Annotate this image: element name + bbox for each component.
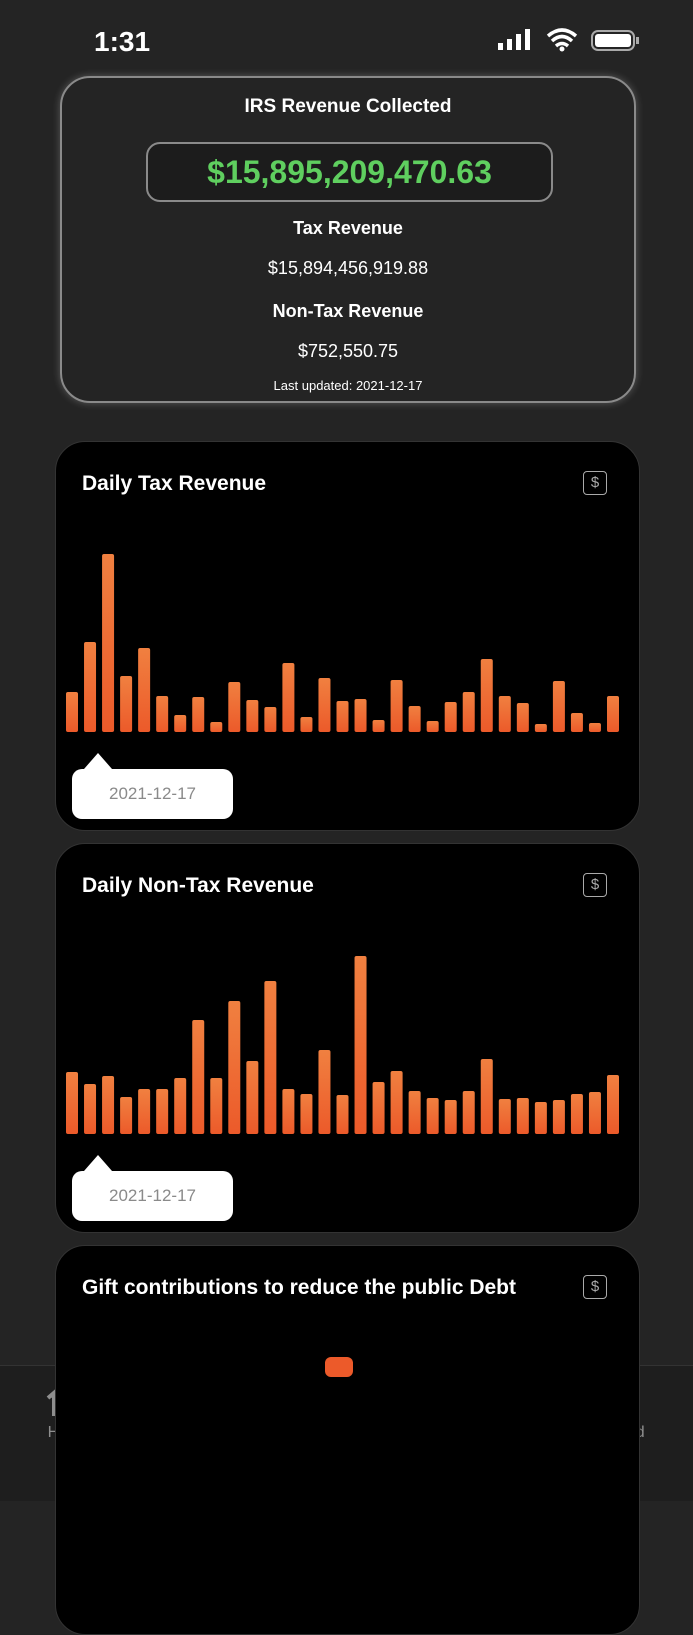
bar [426, 721, 439, 732]
bar [84, 642, 97, 732]
chart-title: Daily Non-Tax Revenue [82, 874, 314, 897]
bar [102, 554, 115, 732]
tooltip: 2021-12-17 [72, 753, 233, 819]
dollar-icon: $ [583, 873, 607, 897]
bar [282, 663, 295, 732]
bar [120, 1097, 133, 1134]
bar [138, 648, 151, 732]
tax-value: $15,894,456,919.88 [267, 258, 429, 278]
status-icons [498, 28, 639, 52]
bar [282, 1089, 295, 1134]
bar [318, 678, 331, 732]
bar [462, 1091, 475, 1134]
chart-card: Daily Tax Revenue $2021-12-17 [55, 441, 640, 831]
nontax-value: $752,550.75 [297, 341, 399, 361]
chart-card: Daily Non-Tax Revenue $2021-12-17 [55, 843, 640, 1233]
bar [588, 1092, 601, 1134]
bar [426, 1098, 439, 1134]
chart-title: Daily Tax Revenue [82, 472, 267, 495]
nontax-label: Non-Tax Revenue [272, 301, 424, 321]
bar [534, 724, 547, 732]
bar [246, 1061, 259, 1134]
bar [516, 1098, 529, 1134]
bar-chart [325, 1357, 353, 1377]
bar [264, 707, 277, 732]
bar [588, 723, 601, 732]
updated: Last updated: 2021-12-17 [273, 378, 423, 393]
bar [607, 696, 619, 732]
bar [552, 1100, 565, 1134]
bar [480, 1059, 493, 1134]
bar-chart [66, 554, 619, 732]
bar [408, 1091, 421, 1134]
chart-title: Gift contributions to reduce the public … [82, 1276, 516, 1299]
bar [210, 1078, 223, 1134]
summary-title: IRS Revenue Collected [244, 96, 452, 117]
bar [300, 1094, 313, 1134]
bar [300, 717, 313, 732]
bar [156, 1089, 169, 1134]
bar [318, 1050, 331, 1134]
bar [66, 692, 78, 732]
bar [84, 1084, 97, 1134]
bar [336, 701, 349, 732]
chart-card: Gift contributions to reduce the public … [55, 1245, 640, 1635]
bar [534, 1102, 547, 1134]
bar [138, 1089, 151, 1134]
bar [354, 956, 367, 1134]
bar [390, 1071, 403, 1134]
bar [480, 659, 493, 732]
bar [570, 1094, 583, 1134]
bar [156, 696, 169, 732]
bar [498, 696, 511, 732]
summary-card: IRS Revenue Collected $15,895,209,470.63… [60, 76, 636, 403]
bar [498, 1099, 511, 1134]
bar-peek [325, 1357, 353, 1377]
bar [444, 702, 457, 732]
bar [552, 681, 565, 732]
bar [570, 713, 583, 732]
status-time: 1:31 [94, 26, 151, 57]
bar [354, 699, 367, 732]
bar [372, 1082, 385, 1134]
bar [192, 1020, 205, 1134]
bar [174, 1078, 187, 1134]
bar [228, 682, 241, 732]
bar-chart [66, 956, 619, 1134]
bar [120, 676, 133, 732]
bar [246, 700, 259, 732]
bar [336, 1095, 349, 1134]
bar [210, 722, 223, 732]
tooltip: 2021-12-17 [72, 1155, 233, 1221]
bar [174, 715, 187, 732]
bar [607, 1075, 619, 1134]
bar [372, 720, 385, 732]
bar [66, 1072, 78, 1134]
tax-label: Tax Revenue [293, 218, 403, 238]
bar [264, 981, 277, 1134]
bar [102, 1076, 115, 1134]
screen: 1:31 IRS Revenue Collected $15,895,209,4… [0, 26, 693, 1635]
dollar-icon: $ [583, 471, 607, 495]
dollar-icon: $ [583, 1275, 607, 1299]
bar [444, 1100, 457, 1134]
bar [228, 1001, 241, 1134]
bar [408, 706, 421, 732]
bar [192, 697, 205, 732]
total: $15,895,209,470.63 [146, 142, 553, 202]
bar [462, 692, 475, 732]
bar [390, 680, 403, 732]
bar [516, 703, 529, 732]
